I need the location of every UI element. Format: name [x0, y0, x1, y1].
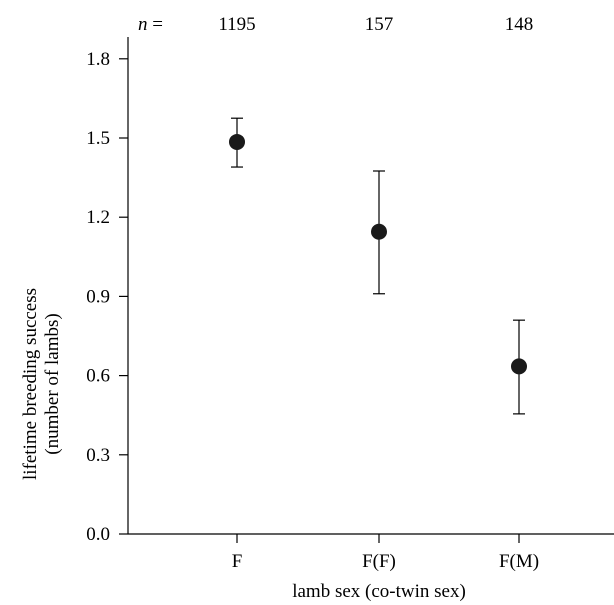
sample-size-prefix: n = — [138, 14, 163, 35]
y-axis-title: lifetime breeding success (number of lam… — [20, 288, 63, 480]
data-point — [511, 358, 527, 375]
y-tick-label: 1.5 — [86, 128, 110, 149]
y-axis-title-line2: (number of lambs) — [42, 313, 63, 454]
y-tick-label: 0.0 — [86, 524, 110, 545]
data-point — [229, 133, 245, 150]
data-marks — [229, 117, 527, 415]
x-tick-label: F — [232, 551, 243, 572]
sample-size-equals: = — [148, 14, 163, 35]
sample-size-label: 148 — [505, 14, 534, 35]
sample-size-label: 1195 — [218, 14, 255, 35]
y-tick-label: 0.6 — [86, 366, 110, 387]
x-axis-title: lamb sex (co-twin sex) — [292, 581, 466, 602]
data-point — [371, 223, 387, 240]
y-tick-label: 1.8 — [86, 49, 110, 70]
y-ticks: 0.0 0.3 0.6 0.9 1.2 1.5 1.8 — [86, 49, 128, 545]
axes — [127, 37, 614, 535]
y-tick-label: 0.9 — [86, 286, 110, 307]
y-tick-label: 0.3 — [86, 445, 110, 466]
sample-size-label: 157 — [365, 14, 394, 35]
x-tick-label: F(F) — [362, 551, 396, 572]
sample-size-row: n = 1195 157 148 — [138, 14, 533, 35]
sample-size-n: n — [138, 14, 148, 35]
x-ticks: F F(F) F(M) — [232, 534, 539, 572]
y-tick-label: 1.2 — [86, 207, 110, 228]
y-axis-title-line1: lifetime breeding success — [20, 288, 41, 480]
x-tick-label: F(M) — [499, 551, 539, 572]
